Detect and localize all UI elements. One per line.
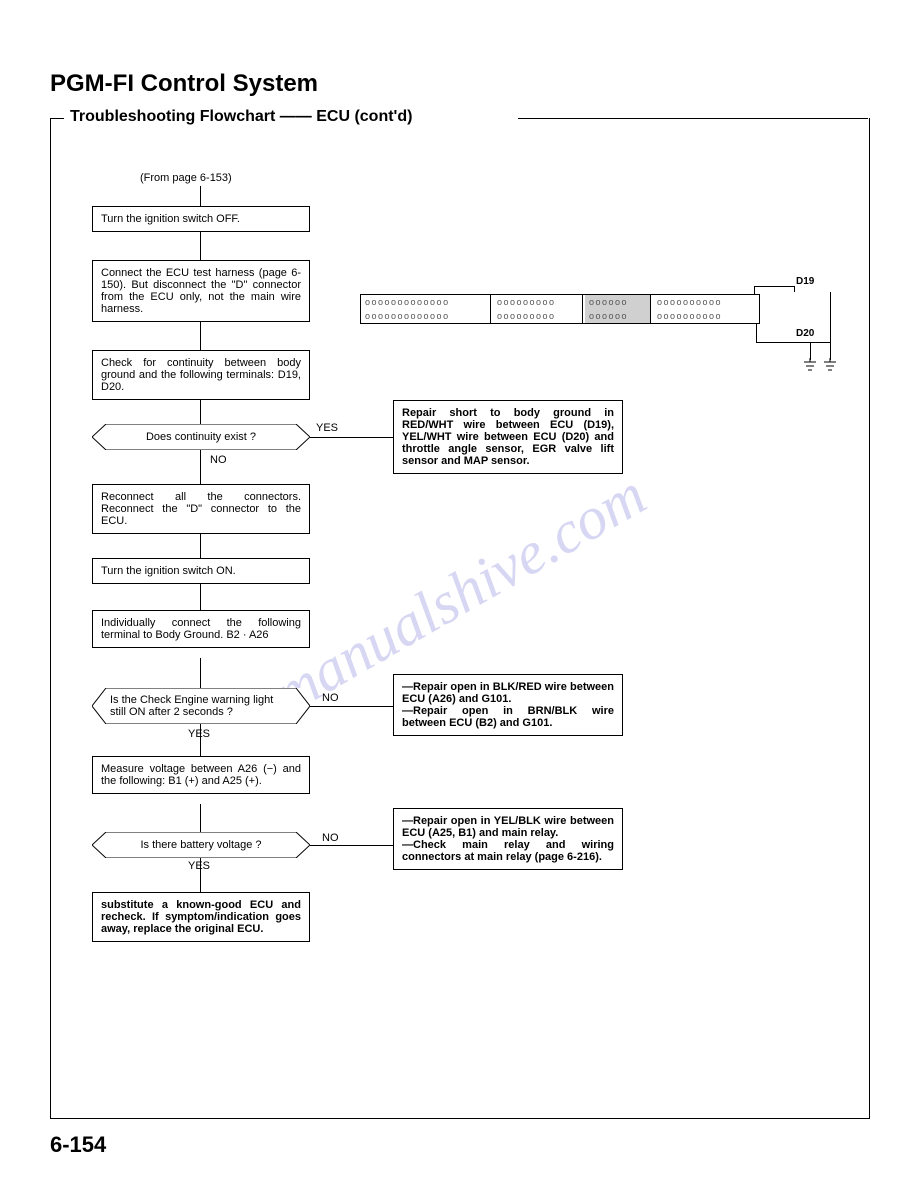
step-ignition-off: Turn the ignition switch OFF. [92, 206, 310, 232]
decision-continuity: Does continuity exist ? [92, 424, 310, 450]
step-reconnect: Reconnect all the connectors. Reconnect … [92, 484, 310, 534]
label-no-1: NO [210, 454, 227, 466]
decision-battery-voltage: Is there battery voltage ? [92, 832, 310, 858]
step-ignition-on: Turn the ignition switch ON. [92, 558, 310, 584]
result-repair-open-2: —Repair open in YEL/BLK wire between ECU… [393, 808, 623, 870]
label-yes-3: YES [188, 860, 210, 872]
from-page-ref: (From page 6-153) [140, 172, 232, 184]
page: PGM-FI Control System Troubleshooting Fl… [0, 0, 918, 1188]
step-check-continuity: Check for continuity between body ground… [92, 350, 310, 400]
decision-check-engine: Is the Check Engine warning light still … [92, 688, 310, 724]
label-yes-1: YES [316, 422, 338, 434]
label-no-3: NO [322, 832, 339, 844]
label-no-2: NO [322, 692, 339, 704]
step-connect-harness: Connect the ECU test harness (page 6-150… [92, 260, 310, 322]
label-yes-2: YES [188, 728, 210, 740]
page-number: 6-154 [50, 1132, 106, 1158]
pin-label-d19: D19 [796, 276, 814, 287]
step-connect-ground: Individually connect the following termi… [92, 610, 310, 648]
pin-label-d20: D20 [796, 328, 814, 339]
ecu-connector: ooooooooooooo ooooooooooooo ooooooooo oo… [360, 294, 760, 324]
ground-icon [800, 358, 840, 376]
main-title: PGM-FI Control System [50, 70, 318, 98]
result-repair-open-1: —Repair open in BLK/RED wire between ECU… [393, 674, 623, 736]
step-measure-voltage: Measure voltage between A26 (−) and the … [92, 756, 310, 794]
result-repair-short: Repair short to body ground in RED/WHT w… [393, 400, 623, 474]
step-substitute-ecu: substitute a known-good ECU and recheck.… [92, 892, 310, 942]
